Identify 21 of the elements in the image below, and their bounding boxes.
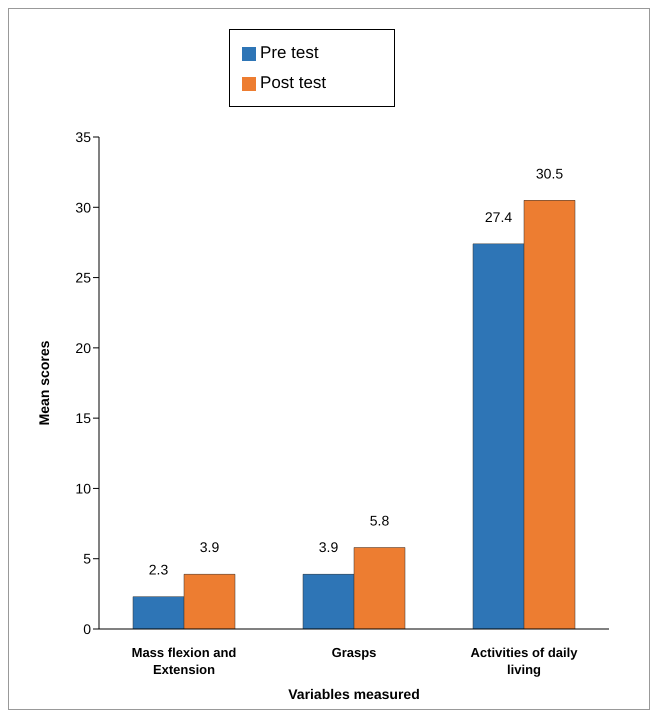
x-tick-label: Grasps xyxy=(332,645,376,660)
x-tick-label: Activities of daily living xyxy=(470,645,578,677)
y-tick-label: 30 xyxy=(75,199,92,216)
y-tick-label: 0 xyxy=(83,620,92,637)
x-tick-label: Mass flexion and Extension xyxy=(132,645,236,677)
y-tick-label: 15 xyxy=(75,410,92,426)
y-tick-label: 10 xyxy=(75,480,92,496)
legend-label: Pre test xyxy=(260,43,319,62)
data-label: 27.4 xyxy=(484,208,512,225)
y-tick-label: 25 xyxy=(75,270,92,286)
data-label: 30.5 xyxy=(536,165,564,182)
data-label: 3.9 xyxy=(200,539,220,556)
y-axis-title: Mean scores xyxy=(36,340,52,426)
y-tick-label: 35 xyxy=(75,128,92,145)
x-axis-title: Variables measured xyxy=(288,686,420,702)
legend-label: Post test xyxy=(260,73,326,92)
y-tick-label: 20 xyxy=(75,340,92,356)
data-label: 2.3 xyxy=(148,562,168,578)
y-tick-label: 5 xyxy=(83,550,92,567)
data-label: 3.9 xyxy=(318,539,338,556)
data-label: 5.8 xyxy=(370,512,390,528)
